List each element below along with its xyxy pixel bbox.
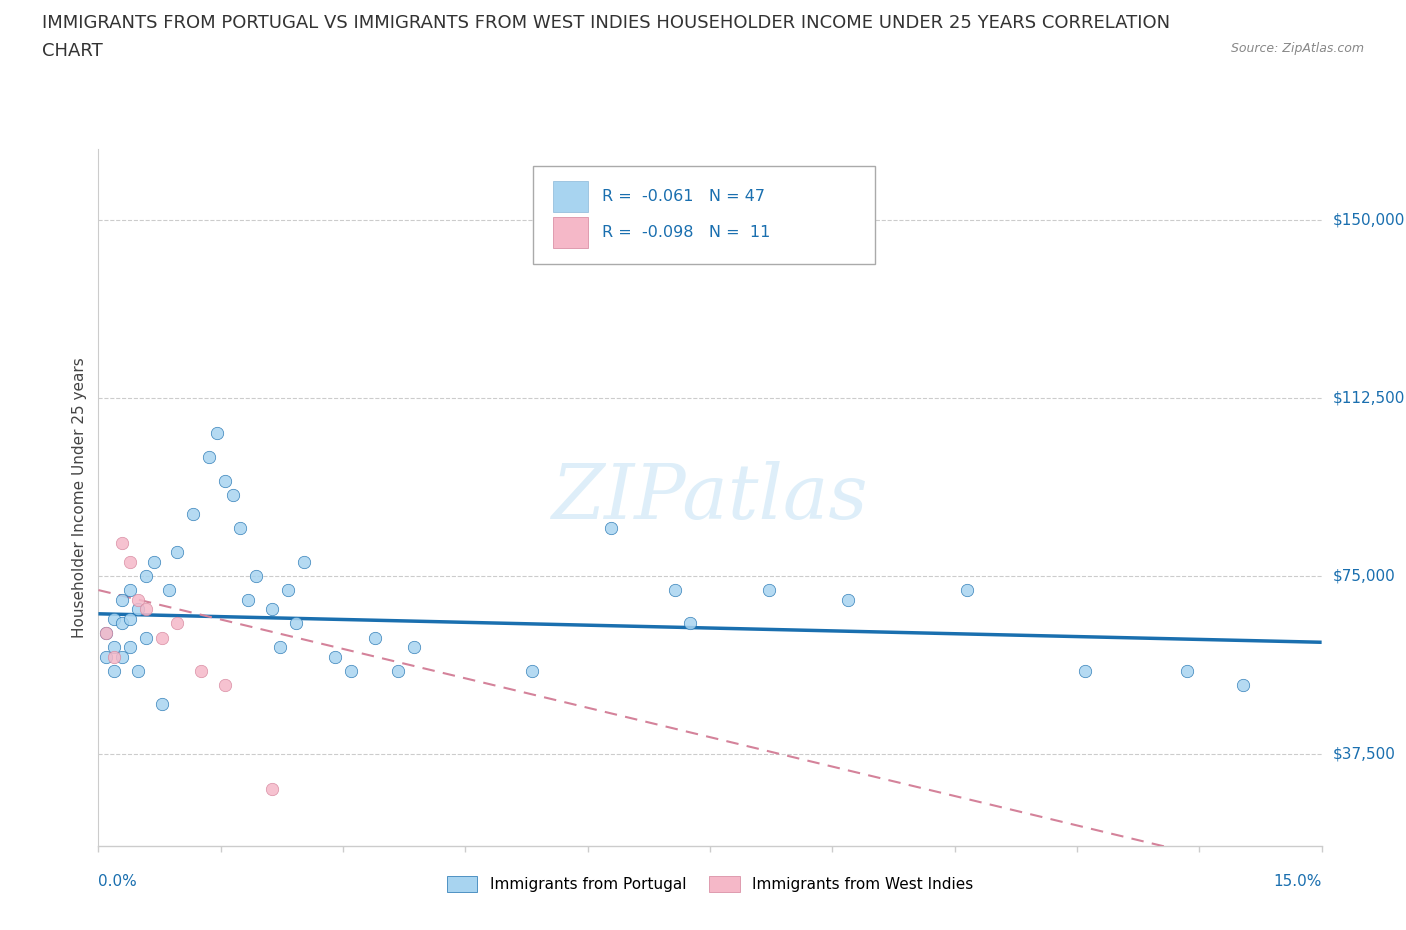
Point — [118, 611, 141, 626]
Point — [181, 507, 204, 522]
Point — [118, 554, 141, 569]
Point — [284, 616, 307, 631]
Text: R =  -0.098   N =  11: R = -0.098 N = 11 — [602, 225, 770, 240]
Point — [135, 602, 157, 617]
Point — [96, 649, 118, 664]
Point — [103, 611, 125, 626]
Text: ZIPatlas: ZIPatlas — [551, 460, 869, 535]
Point — [103, 663, 125, 678]
Point — [214, 473, 236, 488]
Point — [96, 625, 118, 640]
Point — [260, 602, 283, 617]
Point — [238, 592, 260, 607]
Y-axis label: Householder Income Under 25 years: Householder Income Under 25 years — [72, 357, 87, 638]
Text: CHART: CHART — [42, 42, 103, 60]
Point — [127, 663, 149, 678]
Point — [150, 631, 173, 645]
Text: 15.0%: 15.0% — [1274, 874, 1322, 889]
Point — [277, 582, 299, 597]
Point — [118, 640, 141, 655]
Point — [404, 640, 426, 655]
FancyBboxPatch shape — [533, 166, 875, 264]
Bar — [554, 217, 588, 248]
Point — [166, 545, 188, 560]
Point — [522, 663, 544, 678]
Point — [955, 582, 977, 597]
Point — [135, 568, 157, 583]
Point — [292, 554, 315, 569]
Point — [1074, 663, 1097, 678]
Point — [190, 663, 212, 678]
Point — [214, 678, 236, 693]
Point — [111, 616, 134, 631]
Text: R =  -0.061   N = 47: R = -0.061 N = 47 — [602, 189, 765, 204]
Point — [96, 625, 118, 640]
Point — [363, 631, 385, 645]
Point — [103, 649, 125, 664]
Point — [205, 426, 228, 441]
Point — [387, 663, 409, 678]
Point — [679, 616, 702, 631]
Point — [127, 592, 149, 607]
Point — [837, 592, 859, 607]
Text: IMMIGRANTS FROM PORTUGAL VS IMMIGRANTS FROM WEST INDIES HOUSEHOLDER INCOME UNDER: IMMIGRANTS FROM PORTUGAL VS IMMIGRANTS F… — [42, 14, 1170, 32]
Point — [111, 592, 134, 607]
Bar — [554, 180, 588, 212]
Point — [600, 521, 623, 536]
Text: Source: ZipAtlas.com: Source: ZipAtlas.com — [1230, 42, 1364, 55]
Point — [166, 616, 188, 631]
Point — [127, 602, 149, 617]
Point — [664, 582, 686, 597]
Point — [340, 663, 363, 678]
Point — [323, 649, 346, 664]
Point — [159, 582, 181, 597]
Point — [111, 649, 134, 664]
Point — [758, 582, 780, 597]
Point — [260, 782, 283, 797]
Point — [1177, 663, 1199, 678]
Point — [229, 521, 252, 536]
Point — [269, 640, 291, 655]
Text: $37,500: $37,500 — [1333, 746, 1396, 762]
Point — [103, 640, 125, 655]
Point — [1232, 678, 1254, 693]
Point — [118, 582, 141, 597]
Text: $112,500: $112,500 — [1333, 391, 1405, 405]
Point — [142, 554, 165, 569]
Point — [111, 535, 134, 550]
Point — [150, 697, 173, 711]
Point — [221, 487, 243, 502]
Text: $150,000: $150,000 — [1333, 212, 1405, 228]
Text: 0.0%: 0.0% — [98, 874, 138, 889]
Text: $75,000: $75,000 — [1333, 568, 1396, 583]
Point — [135, 631, 157, 645]
Point — [198, 450, 221, 465]
Legend: Immigrants from Portugal, Immigrants from West Indies: Immigrants from Portugal, Immigrants fro… — [441, 870, 979, 898]
Point — [245, 568, 267, 583]
